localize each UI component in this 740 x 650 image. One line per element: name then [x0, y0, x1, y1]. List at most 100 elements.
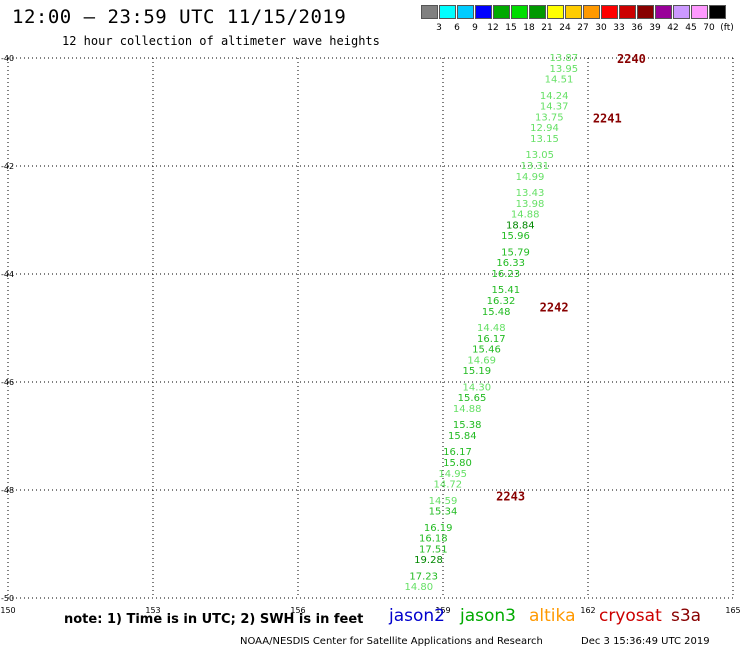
color-swatch [655, 5, 672, 19]
color-swatch [493, 5, 510, 19]
color-swatch [691, 5, 708, 19]
color-swatch [709, 5, 726, 19]
pass-time-label: 2243 [496, 489, 525, 503]
color-swatch [583, 5, 600, 19]
color-swatch [511, 5, 528, 19]
wave-height-point: 14.37 [540, 102, 569, 113]
wave-height-point: 15.38 [453, 420, 482, 431]
wave-height-point: 14.88 [453, 404, 482, 415]
wave-height-point: 16.32 [487, 296, 516, 307]
wave-height-point: 16.19 [424, 523, 453, 534]
wave-height-point: 12.94 [530, 123, 559, 134]
color-scale-label: 15 [505, 23, 517, 33]
color-swatch [457, 5, 474, 19]
pass-time-label: 2240 [617, 52, 646, 66]
color-scale-label: 36 [631, 23, 643, 33]
x-tick-label: 156 [290, 606, 305, 615]
wave-height-point: 13.95 [550, 64, 579, 75]
wave-height-point: 15.79 [501, 247, 530, 258]
y-tick-label: -48 [1, 486, 14, 495]
wave-height-point: 15.65 [458, 393, 487, 404]
y-tick-label: -44 [1, 270, 14, 279]
wave-height-point: 14.59 [429, 496, 458, 507]
y-tick-label: -42 [1, 162, 14, 171]
satellite-label: s3a [671, 606, 702, 626]
wave-height-point: 13.87 [550, 53, 579, 64]
color-swatch [619, 5, 636, 19]
color-scale-label: 6 [454, 23, 460, 33]
color-scale-label: 3 [436, 23, 442, 33]
wave-height-point: 14.95 [438, 469, 467, 480]
color-scale-label: 27 [577, 23, 589, 33]
wave-height-point: 16.17 [477, 334, 506, 345]
color-swatch [547, 5, 564, 19]
color-scale-label: 33 [613, 23, 625, 33]
wave-height-point: 15.41 [492, 285, 521, 296]
wave-height-point: 14.48 [477, 323, 506, 334]
wave-height-point: 15.84 [448, 431, 477, 442]
wave-height-point: 13.98 [516, 199, 545, 210]
x-tick-label: 150 [0, 606, 15, 615]
x-tick-label: 162 [580, 606, 595, 615]
wave-height-point: 17.23 [409, 571, 438, 582]
wave-height-point: 14.72 [434, 480, 463, 491]
wave-height-point: 14.24 [540, 91, 569, 102]
color-scale-label: 42 [667, 23, 679, 33]
color-scale-label: 24 [559, 23, 571, 33]
color-scale-label: 18 [523, 23, 535, 33]
wave-height-point: 13.75 [535, 112, 564, 123]
color-scale-label: 70 [703, 23, 715, 33]
wave-height-point: 17.51 [419, 544, 448, 555]
color-scale-label: 45 [685, 23, 697, 33]
color-scale-label: 30 [595, 23, 607, 33]
chart-title: 12:00 – 23:59 UTC 11/15/2019 [12, 6, 347, 28]
wave-height-point: 14.80 [405, 582, 434, 593]
x-tick-label: 153 [145, 606, 160, 615]
color-swatch [637, 5, 654, 19]
credit-text: NOAA/NESDIS Center for Satellite Applica… [240, 636, 543, 647]
wave-height-point: 14.69 [467, 355, 496, 366]
wave-height-point: 15.34 [429, 507, 458, 518]
wave-height-point: 14.51 [545, 75, 574, 86]
wave-height-point: 18.84 [506, 220, 535, 231]
wave-height-point: 15.46 [472, 345, 501, 356]
wave-height-point: 13.43 [516, 188, 545, 199]
color-swatch [475, 5, 492, 19]
wave-height-point: 15.48 [482, 307, 511, 318]
wave-height-point: 16.23 [492, 269, 521, 280]
wave-height-point: 13.31 [521, 161, 550, 172]
satellite-label: jason3 [460, 606, 516, 626]
wave-height-point: 13.05 [525, 150, 554, 161]
generated-timestamp: Dec 3 15:36:49 UTC 2019 [581, 636, 710, 647]
wave-height-point: 16.18 [419, 534, 448, 545]
chart-subtitle: 12 hour collection of altimeter wave hei… [62, 34, 380, 48]
wave-height-point: 14.99 [516, 172, 545, 183]
color-swatch [529, 5, 546, 19]
x-tick-label: 159 [435, 606, 450, 615]
color-swatch [673, 5, 690, 19]
pass-time-label: 2241 [593, 111, 622, 125]
color-swatch [565, 5, 582, 19]
x-tick-label: 165 [725, 606, 740, 615]
color-swatch [421, 5, 438, 19]
satellite-label: altika [529, 606, 576, 626]
wave-height-point: 15.96 [501, 231, 530, 242]
footer-note: note: 1) Time is in UTC; 2) SWH is in fe… [64, 612, 364, 627]
wave-height-point: 15.19 [463, 366, 492, 377]
wave-height-point: 16.33 [496, 258, 525, 269]
satellite-label: jason2 [389, 606, 445, 626]
y-tick-label: -40 [1, 54, 14, 63]
wave-height-point: 19.28 [414, 555, 443, 566]
wave-height-point: 16.17 [443, 447, 472, 458]
color-scale-label: (ft) [720, 23, 734, 33]
color-swatch [439, 5, 456, 19]
color-scale-label: 9 [472, 23, 478, 33]
pass-time-label: 2242 [540, 300, 569, 314]
color-scale-label: 39 [649, 23, 661, 33]
y-tick-label: -46 [1, 378, 14, 387]
satellite-label: cryosat [599, 606, 662, 626]
wave-height-point: 13.15 [530, 134, 559, 145]
color-scale-label: 12 [487, 23, 499, 33]
color-scale-label: 21 [541, 23, 553, 33]
